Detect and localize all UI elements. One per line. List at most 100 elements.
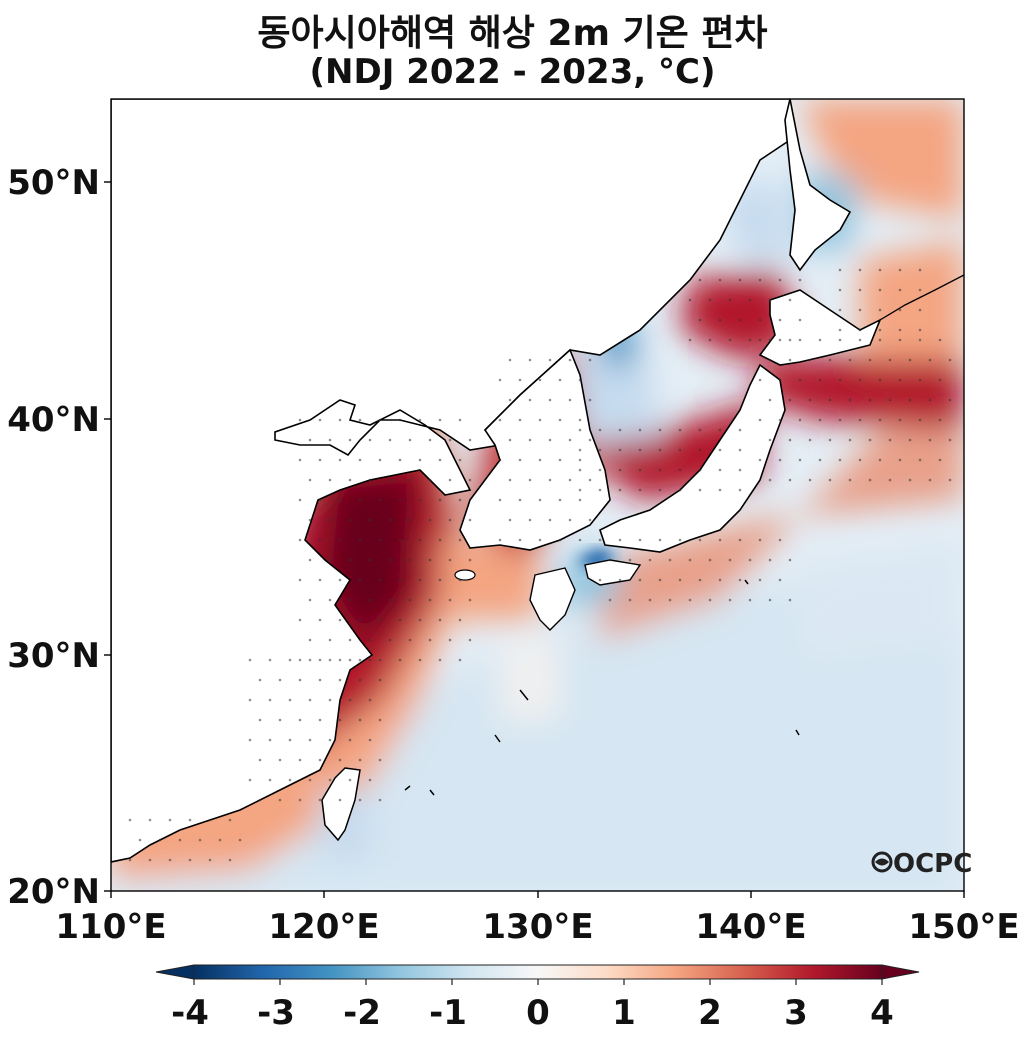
stipple-dot [378, 758, 382, 762]
stipple-dot [468, 598, 472, 602]
stipple-dot [698, 488, 702, 492]
stipple-dot [778, 458, 782, 462]
stipple-dot [838, 378, 842, 382]
stipple-dot [278, 758, 282, 762]
stipple-dot [408, 598, 412, 602]
stipple-dot [318, 678, 322, 682]
stipple-dot [588, 398, 592, 402]
lon-tick-120: 120°E [268, 907, 379, 947]
stipple-dot [528, 518, 532, 522]
stipple-dot [248, 778, 252, 782]
stipple-dot [938, 458, 942, 462]
stipple-dot [358, 718, 362, 722]
stipple-dot [718, 488, 722, 492]
stipple-dot [898, 418, 902, 422]
stipple-dot [608, 558, 612, 562]
stipple-dot [738, 468, 742, 472]
stipple-dot [668, 558, 672, 562]
stipple-dot [578, 498, 582, 502]
stipple-dot [348, 478, 352, 482]
stipple-dot [168, 818, 172, 822]
stipple-dot [298, 538, 302, 542]
stipple-dot [758, 578, 762, 582]
stipple-dot [858, 308, 862, 312]
stipple-dot [658, 538, 662, 542]
stipple-dot [328, 738, 332, 742]
stipple-dot [328, 598, 332, 602]
stipple-dot [388, 638, 392, 642]
stipple-dot [688, 598, 692, 602]
stipple-dot [258, 678, 262, 682]
stipple-dot [368, 598, 372, 602]
stipple-dot [778, 538, 782, 542]
stipple-dot [588, 438, 592, 442]
axis-ticks [104, 181, 965, 898]
stipple-dot [448, 438, 452, 442]
stipple-dot [798, 458, 802, 462]
stipple-dot [498, 538, 502, 542]
stipple-dot [548, 438, 552, 442]
cb-tick-n3: -3 [257, 993, 295, 1033]
ocpc-logo: OCPC [871, 849, 972, 879]
stipple-dot [708, 338, 712, 342]
lon-tick-150: 150°E [908, 907, 1019, 947]
stipple-dot [378, 798, 382, 802]
stipple-dot [348, 778, 352, 782]
stipple-dot [298, 458, 302, 462]
lat-tick-40: 40°N [7, 400, 100, 440]
stipple-dot [468, 478, 472, 482]
stipple-dot [558, 378, 562, 382]
stipple-dot [438, 618, 442, 622]
stipple-dot [918, 308, 922, 312]
lat-tick-50: 50°N [7, 163, 100, 203]
stipple-dot [838, 268, 842, 272]
stipple-dot [678, 428, 682, 432]
cb-tick-n1: -1 [429, 993, 467, 1033]
stipple-dot [288, 738, 292, 742]
stipple-dot [578, 468, 582, 472]
stipple-dot [908, 358, 912, 362]
stipple-dot [538, 378, 542, 382]
stipple-dot [578, 488, 582, 492]
lat-tick-20: 20°N [7, 872, 100, 912]
stipple-dot [378, 418, 382, 422]
stipple-dot [468, 518, 472, 522]
stipple-dot [728, 298, 732, 302]
stipple-dot [278, 798, 282, 802]
stipple-dot [698, 448, 702, 452]
stipple-dot [398, 418, 402, 422]
stipple-dot [308, 518, 312, 522]
stipple-dot [428, 518, 432, 522]
stipple-dot [838, 458, 842, 462]
stipple-dot [578, 378, 582, 382]
stipple-dot [758, 318, 762, 322]
stipple-dot [778, 578, 782, 582]
stipple-dot [308, 598, 312, 602]
stipple-dot [848, 478, 852, 482]
stipple-dot [368, 478, 372, 482]
stipple-dot [438, 498, 442, 502]
stipple-dot [558, 538, 562, 542]
stipple-dot [788, 338, 792, 342]
stipple-dot [348, 658, 352, 662]
stipple-dot [858, 338, 862, 342]
stipple-dot [508, 438, 512, 442]
stipple-dot [318, 798, 322, 802]
stipple-dot [408, 558, 412, 562]
stipple-dot [398, 658, 402, 662]
stipple-dot [798, 338, 802, 342]
lat-tick-30: 30°N [7, 636, 100, 676]
stipple-dot [908, 478, 912, 482]
stipple-dot [678, 468, 682, 472]
stipple-dot [158, 838, 162, 842]
stipple-dot [498, 458, 502, 462]
stipple-dot [438, 538, 442, 542]
stipple-dot [408, 638, 412, 642]
stipple-dot [338, 458, 342, 462]
stipple-dot [598, 488, 602, 492]
colorbar-extend-max [881, 964, 920, 980]
stipple-dot [248, 738, 252, 742]
stipple-dot [368, 698, 372, 702]
stipple-dot [328, 518, 332, 522]
stipple-dot [898, 328, 902, 332]
